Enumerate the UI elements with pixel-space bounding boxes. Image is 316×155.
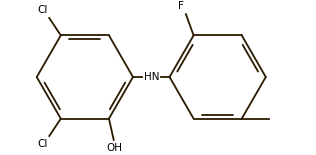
Text: Cl: Cl bbox=[37, 5, 47, 15]
Text: Cl: Cl bbox=[37, 139, 47, 149]
Text: OH: OH bbox=[107, 143, 123, 153]
Text: HN: HN bbox=[143, 72, 159, 82]
Text: F: F bbox=[178, 1, 184, 11]
